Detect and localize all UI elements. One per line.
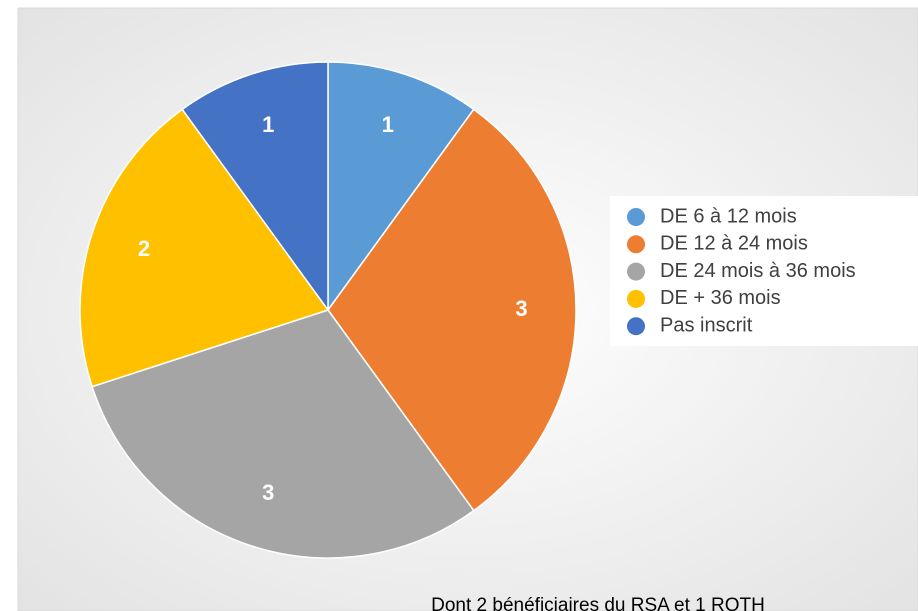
annotation: Dont 2 bénéficiaires du RSA et 1 RQTH (431, 595, 765, 611)
pie-slice (91, 309, 475, 559)
legend-label: DE 6 à 12 mois (660, 205, 797, 227)
data-label: 1 (262, 112, 274, 137)
legend-marker (627, 289, 645, 308)
legend-marker (627, 235, 645, 254)
data-label: 3 (262, 480, 274, 505)
legend-marker (627, 208, 645, 226)
pie-slice (79, 108, 330, 388)
legend-marker (627, 262, 645, 281)
data-label: 3 (515, 296, 527, 321)
data-label: 2 (138, 236, 150, 261)
pie-slice (327, 61, 475, 313)
legend-marker (627, 317, 645, 336)
legend-label: DE + 36 mois (660, 287, 781, 309)
data-label: 1 (382, 112, 394, 137)
pie-slice (181, 61, 329, 313)
legend-label: DE 24 mois à 36 mois (660, 260, 856, 282)
legend-label: Pas inscrit (660, 314, 753, 336)
legend-label: DE 12 à 24 mois (660, 233, 808, 255)
legend-box (610, 196, 918, 346)
pie-slice (327, 108, 577, 512)
